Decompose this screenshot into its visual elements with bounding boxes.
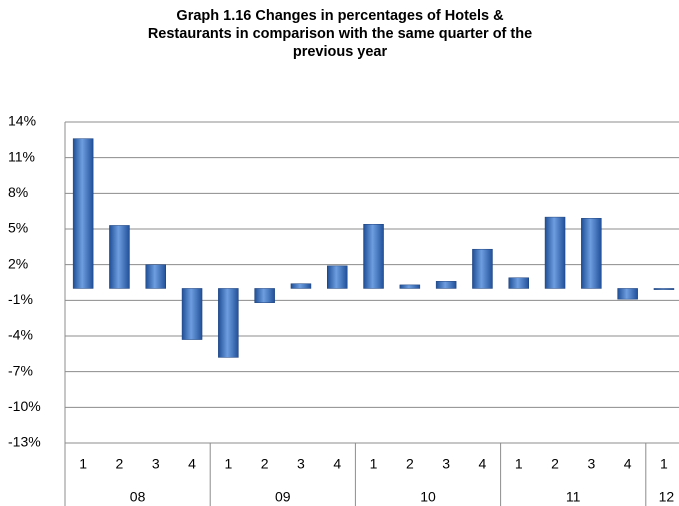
x-tick-label: 1 <box>224 456 232 472</box>
group-label: 10 <box>420 489 436 505</box>
x-tick-label: 3 <box>442 456 450 472</box>
bar <box>109 225 130 289</box>
bar <box>435 281 457 289</box>
x-tick-label: 1 <box>660 456 668 472</box>
x-tick-label: 4 <box>479 456 487 472</box>
x-tick-label: 3 <box>152 456 160 472</box>
x-tick-label: 2 <box>551 456 559 472</box>
bar <box>399 284 421 289</box>
x-tick-label: 2 <box>406 456 414 472</box>
x-tick-label: 3 <box>297 456 305 472</box>
y-tick-label: 2% <box>8 255 28 271</box>
bar <box>327 265 348 289</box>
y-tick-label: 5% <box>8 220 28 236</box>
bar <box>181 288 203 340</box>
bar <box>72 138 94 289</box>
x-tick-label: 2 <box>116 456 124 472</box>
y-tick-label: -7% <box>8 362 33 378</box>
y-tick-label: -13% <box>8 434 41 450</box>
group-label: 08 <box>130 489 146 505</box>
bar <box>617 288 638 300</box>
x-tick-label: 4 <box>188 456 196 472</box>
bar <box>218 288 239 358</box>
chart-title: Restaurants in comparison with the same … <box>148 26 532 42</box>
x-tick-label: 1 <box>515 456 523 472</box>
chart-title: previous year <box>293 44 388 60</box>
y-tick-label: -1% <box>8 291 33 307</box>
group-label: 09 <box>275 489 291 505</box>
x-tick-label: 1 <box>370 456 378 472</box>
chart-title: Graph 1.16 Changes in percentages of Hot… <box>176 8 504 24</box>
bar <box>472 248 493 289</box>
bar <box>363 223 384 289</box>
x-tick-label: 2 <box>261 456 269 472</box>
bar <box>290 283 312 289</box>
y-tick-label: -4% <box>8 327 33 343</box>
bar <box>508 277 529 289</box>
bar <box>581 218 602 289</box>
bar <box>544 216 566 289</box>
y-tick-label: 11% <box>8 148 35 164</box>
bar <box>254 288 275 303</box>
bar <box>145 264 166 289</box>
y-tick-label: 8% <box>8 184 28 200</box>
group-label: 12 <box>659 489 675 505</box>
bar <box>653 288 675 290</box>
y-tick-label: 14% <box>8 113 36 129</box>
x-tick-label: 1 <box>79 456 87 472</box>
x-tick-label: 4 <box>624 456 632 472</box>
x-tick-label: 4 <box>333 456 341 472</box>
group-label: 11 <box>566 489 581 505</box>
x-tick-label: 3 <box>587 456 595 472</box>
y-tick-label: -10% <box>8 398 41 414</box>
